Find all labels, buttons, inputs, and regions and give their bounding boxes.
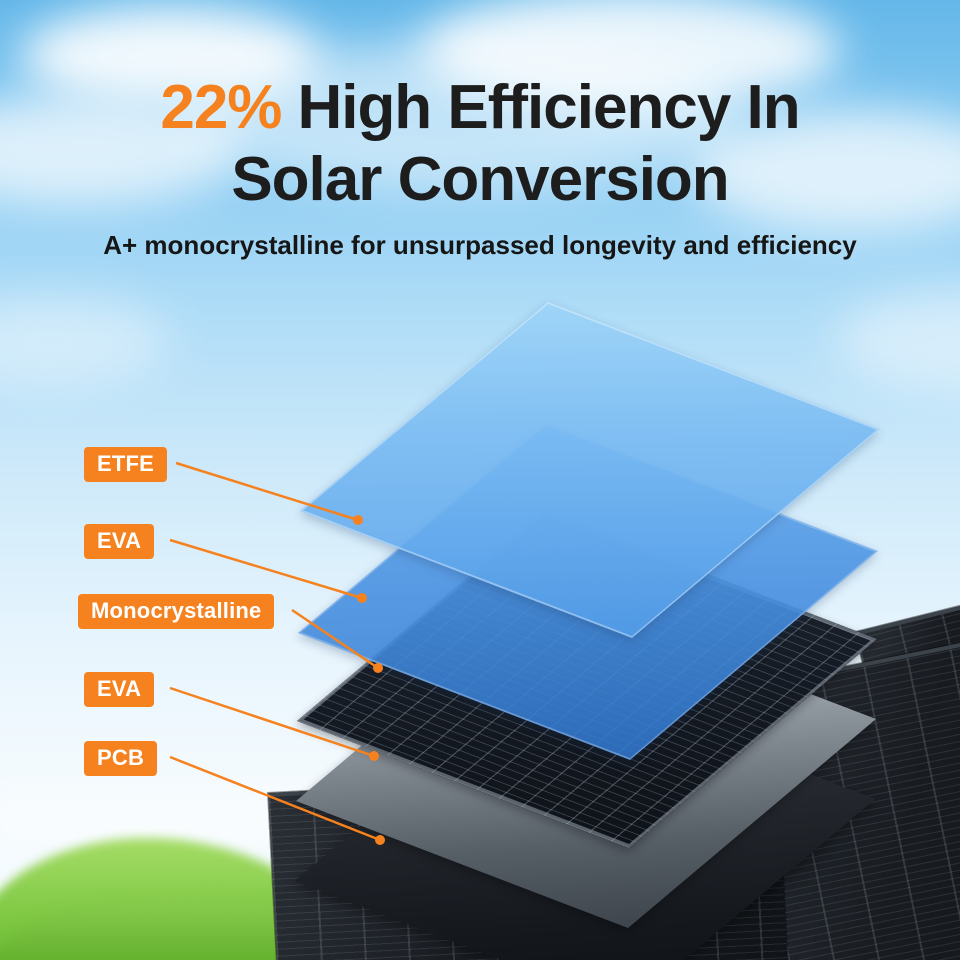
headline-text: High Efficiency In	[297, 73, 800, 142]
layer-label-etfe: ETFE	[84, 447, 168, 482]
layer-label-pcb: PCB	[84, 741, 158, 776]
headline-percent: 22%	[160, 73, 282, 142]
cloud	[180, 40, 740, 190]
subtitle: A+ monocrystalline for unsurpassed longe…	[103, 229, 857, 260]
layer-label-monocrystalline: Monocrystalline	[78, 594, 275, 629]
cloud	[690, 110, 960, 230]
headline-line2: Solar Conversion	[231, 144, 729, 214]
cloud	[0, 295, 170, 385]
layer-label-eva-top: EVA	[84, 524, 155, 559]
layer-label-eva-bottom: EVA	[84, 672, 155, 707]
cloud	[835, 290, 960, 390]
page-title: 22% High Efficiency In Solar Conversion	[0, 72, 960, 216]
header: 22% High Efficiency In Solar Conversion A…	[0, 72, 960, 261]
leader-line-eva-top	[169, 538, 363, 600]
